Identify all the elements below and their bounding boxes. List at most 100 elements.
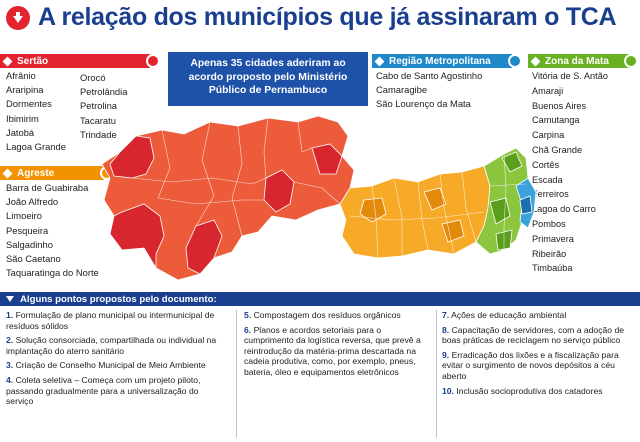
map-signatory-petrolina [109,203,165,270]
map-signatory-west [109,135,155,179]
title-arrow-icon [6,6,30,30]
proposals-header-label: Alguns pontos propostos pelo documento: [20,293,217,305]
map-signatory-mata-1 [501,151,523,173]
proposal-number: 4. [6,374,14,385]
callout-box: Apenas 35 cidades aderiram ao acordo pro… [168,52,368,106]
municipality-item: Pombos [532,218,566,229]
proposal-item: 1. Formulação de plano municipal ou inte… [6,310,228,331]
metropolitana-dot-icon [508,54,522,68]
municipality-item: Orocó [80,72,106,83]
proposal-item: 7. Ações de educação ambiental [442,310,638,321]
arrow-down-icon [6,296,14,302]
proposal-item: 2. Solução consorciada, compartilhada ou… [6,335,228,356]
diamond-icon [530,56,541,66]
metropolitana-list: Cabo de Santo Agostinho Camaragibe São Lou… [376,69,482,112]
municipality-item: Dormentes [6,98,52,110]
municipality-item: Amaraji [532,85,564,96]
municipality-item: Ferreiros [532,189,569,200]
municipality-item: Petrolina [80,100,118,112]
proposals-column-2: 5. Compostagem dos resíduos orgânicos 6. … [244,310,432,382]
agreste-header: Agreste [0,166,104,180]
proposal-text: Coleta seletiva – Começa com um projeto … [6,374,201,407]
municipality-item: São Caetano [6,253,61,265]
proposal-number: 1. [6,310,14,320]
proposal-text: Solução consorciada, compartilhada ou in… [6,335,217,356]
diamond-icon [2,168,13,178]
sertao-header: Sertão [0,54,150,68]
municipality-item: Cortês [532,159,560,170]
proposal-number: 10. [442,385,454,396]
municipality-item: Barra de Guabiraba [6,182,89,193]
map-signatory-metro [519,195,533,215]
map-signatory-south [185,219,223,275]
proposal-text: Formulação de plano municipal ou intermu… [6,310,215,331]
municipality-item: Buenos Aires [532,100,587,111]
municipality-item: Vitória de S. Antão [532,71,608,81]
diamond-icon [374,56,385,66]
map-boundaries [131,117,527,259]
municipality-item: Afrânio [6,70,36,81]
municipality-item: Salgadinho [6,238,53,250]
proposal-text: Capacitação de servidores, com a adoção … [442,324,625,346]
proposal-number: 7. [442,310,450,320]
page-title: A relação dos municípios que já assinara… [38,3,617,31]
sertao-list-2: Orocó Petrolândia Petrolina Tacaratu Trindad… [80,71,127,142]
municipality-item: Tacaratu [80,114,116,126]
proposal-number: 8. [442,324,450,335]
map-signatory-agreste-1 [359,197,387,223]
proposal-number: 6. [244,324,252,335]
divider [236,310,237,438]
municipality-item: Lagoa do Carro [532,204,596,215]
municipality-item: Limoeiro [6,210,42,222]
proposals-header: Alguns pontos propostos pelo documento: [0,292,640,306]
municipality-item: Camaragibe [376,84,428,96]
proposal-item: 3. Criação de Conselho Municipal de Meio… [6,360,228,371]
municipality-item: Cabo de Santo Agostinho [376,70,483,81]
proposal-item: 4. Coleta seletiva – Começa com um proje… [6,375,228,407]
title-bar: A relação dos municípios que já assinara… [0,0,640,44]
agreste-list: Barra de Guabiraba João Alfredo Limoeiro Pe… [6,181,99,280]
municipality-item: Ibimirim [6,112,39,124]
municipality-item: Trindade [80,128,117,140]
proposals-section: Alguns pontos propostos pelo documento: … [0,292,640,442]
municipality-item: Ribeirão [532,248,567,259]
map-signatory-agreste-2 [423,187,447,211]
proposal-number: 3. [6,360,14,371]
proposal-text: Compostagem dos resíduos orgânicos [253,310,401,320]
proposal-number: 2. [6,335,14,346]
municipality-item: Jatobá [6,126,35,138]
sertao-list-1: Afrânio Araripina Dormentes Ibimirim Jatobá L… [6,69,66,154]
municipality-item: Lagoa Grande [6,141,66,153]
municipality-item: Petrolândia [80,86,128,98]
municipality-item: Chã Grande [532,144,583,155]
map-signatory-east [311,143,343,175]
municipality-item: Pesqueira [6,224,49,236]
proposal-text: Ações de educação ambiental [451,310,567,320]
municipality-item: Timbaúba [532,263,573,274]
municipality-item: Camutanga [532,115,580,126]
municipality-item: Taquaratinga do Norte [6,267,99,279]
sertao-dot-icon [146,54,160,68]
diamond-icon [2,56,13,66]
proposal-number: 9. [442,349,450,360]
municipality-item: Escada [532,174,563,185]
mata-list: Vitória de S. Antão Amaraji Buenos Aires Ca… [532,69,608,276]
mata-label: Zona da Mata [545,55,609,67]
proposal-text: Erradicação dos lixões e a fiscalização … [442,349,619,381]
municipality-item: João Alfredo [6,196,59,208]
proposal-item: 5. Compostagem dos resíduos orgânicos [244,310,432,321]
proposals-column-3: 7. Ações de educação ambiental 8. Capacit… [442,310,638,400]
sertao-label: Sertão [17,55,49,67]
proposal-item: 9. Erradicação dos lixões e a fiscalizaç… [442,350,638,382]
proposal-item: 10. Inclusão socioprodutiva dos catadore… [442,386,638,397]
municipality-item: Araripina [6,84,44,96]
municipality-item: Carpina [532,130,565,141]
divider [436,310,437,438]
metropolitana-header: Região Metropolitana [372,54,512,68]
proposal-number: 5. [244,310,252,320]
mata-dot-icon [624,54,638,68]
proposal-text: Inclusão socioprodutiva dos catadores [456,385,603,396]
proposal-item: 8. Capacitação de servidores, com a adoç… [442,325,638,346]
pernambuco-map [101,115,537,281]
mata-header: Zona da Mata [528,54,632,68]
